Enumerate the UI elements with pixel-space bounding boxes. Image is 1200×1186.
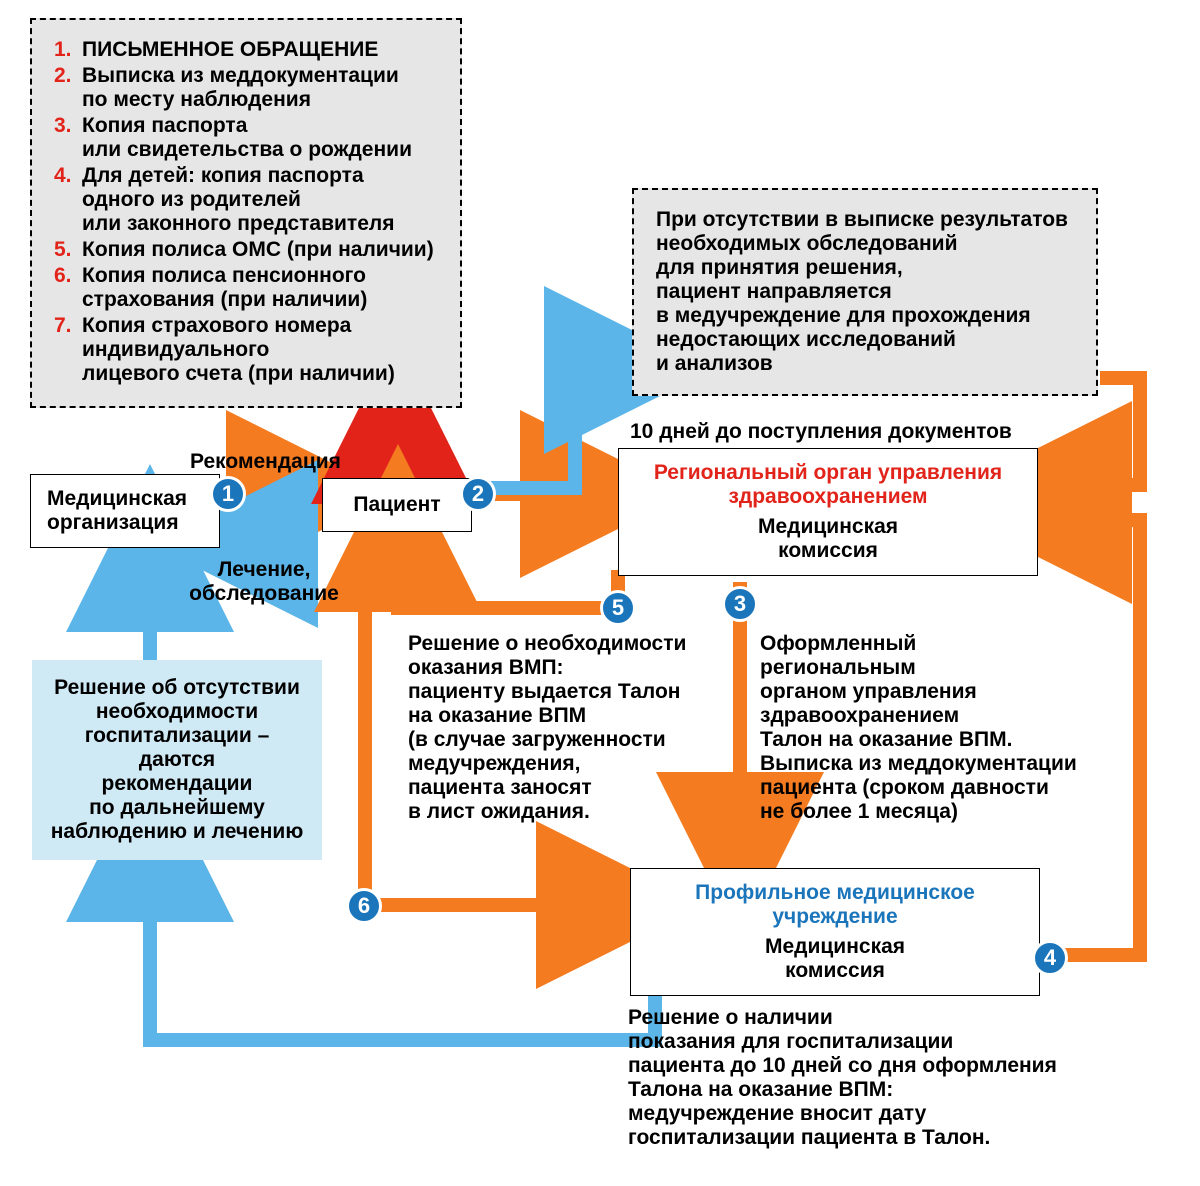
regional-sub: Медицинская комиссия [635,515,1021,563]
step-badge-2: 2 [460,476,496,512]
regional-title: Региональный орган управления здравоохра… [635,461,1021,509]
doc-list-item: 7.Копия страхового номера индивидуальног… [54,314,438,386]
profile-title: Профильное медицинское учреждение [647,881,1023,929]
step5-text: Решение о необходимости оказания ВМП: па… [408,632,698,824]
step-badge-6: 6 [346,888,382,924]
doc-list-item: 6.Копия полиса пенсионного страхования (… [54,264,438,312]
step4-text: Решение о наличии показания для госпитал… [628,1006,1168,1150]
ten-days-label: 10 дней до поступления документов [630,420,1012,444]
regional-authority-box: Региональный орган управления здравоохра… [618,448,1038,576]
doc-list-item: 3.Копия паспорта или свидетельства о рож… [54,114,438,162]
step3-text: Оформленный региональным органом управле… [760,632,1090,824]
treatment-label: Лечение, обследование [186,558,342,606]
recommendation-label: Рекомендация [190,450,341,474]
no-hospitalization-box: Решение об отсутствии необходимости госп… [32,660,322,860]
note-box: При отсутствии в выписке результатов нео… [632,188,1098,396]
step-badge-1: 1 [210,476,246,512]
step-badge-3: 3 [722,586,758,622]
profile-sub: Медицинская комиссия [647,935,1023,983]
profile-institution-box: Профильное медицинское учреждение Медици… [630,868,1040,996]
doc-list-item: 2.Выписка из меддокументации по месту на… [54,64,438,112]
documents-list-box: 1.ПИСЬМЕННОЕ ОБРАЩЕНИЕ2.Выписка из меддо… [30,18,462,408]
patient-label: Пациент [353,493,440,516]
patient-box: Пациент [322,478,472,532]
doc-list-item: 4.Для детей: копия паспорта одного из ро… [54,164,438,236]
step-badge-4: 4 [1032,940,1068,976]
medical-organization-box: Медицинская организация [30,474,220,548]
step-badge-5: 5 [600,590,636,626]
doc-list-item: 5.Копия полиса ОМС (при наличии) [54,238,438,262]
doc-list-item: 1.ПИСЬМЕННОЕ ОБРАЩЕНИЕ [54,38,438,62]
